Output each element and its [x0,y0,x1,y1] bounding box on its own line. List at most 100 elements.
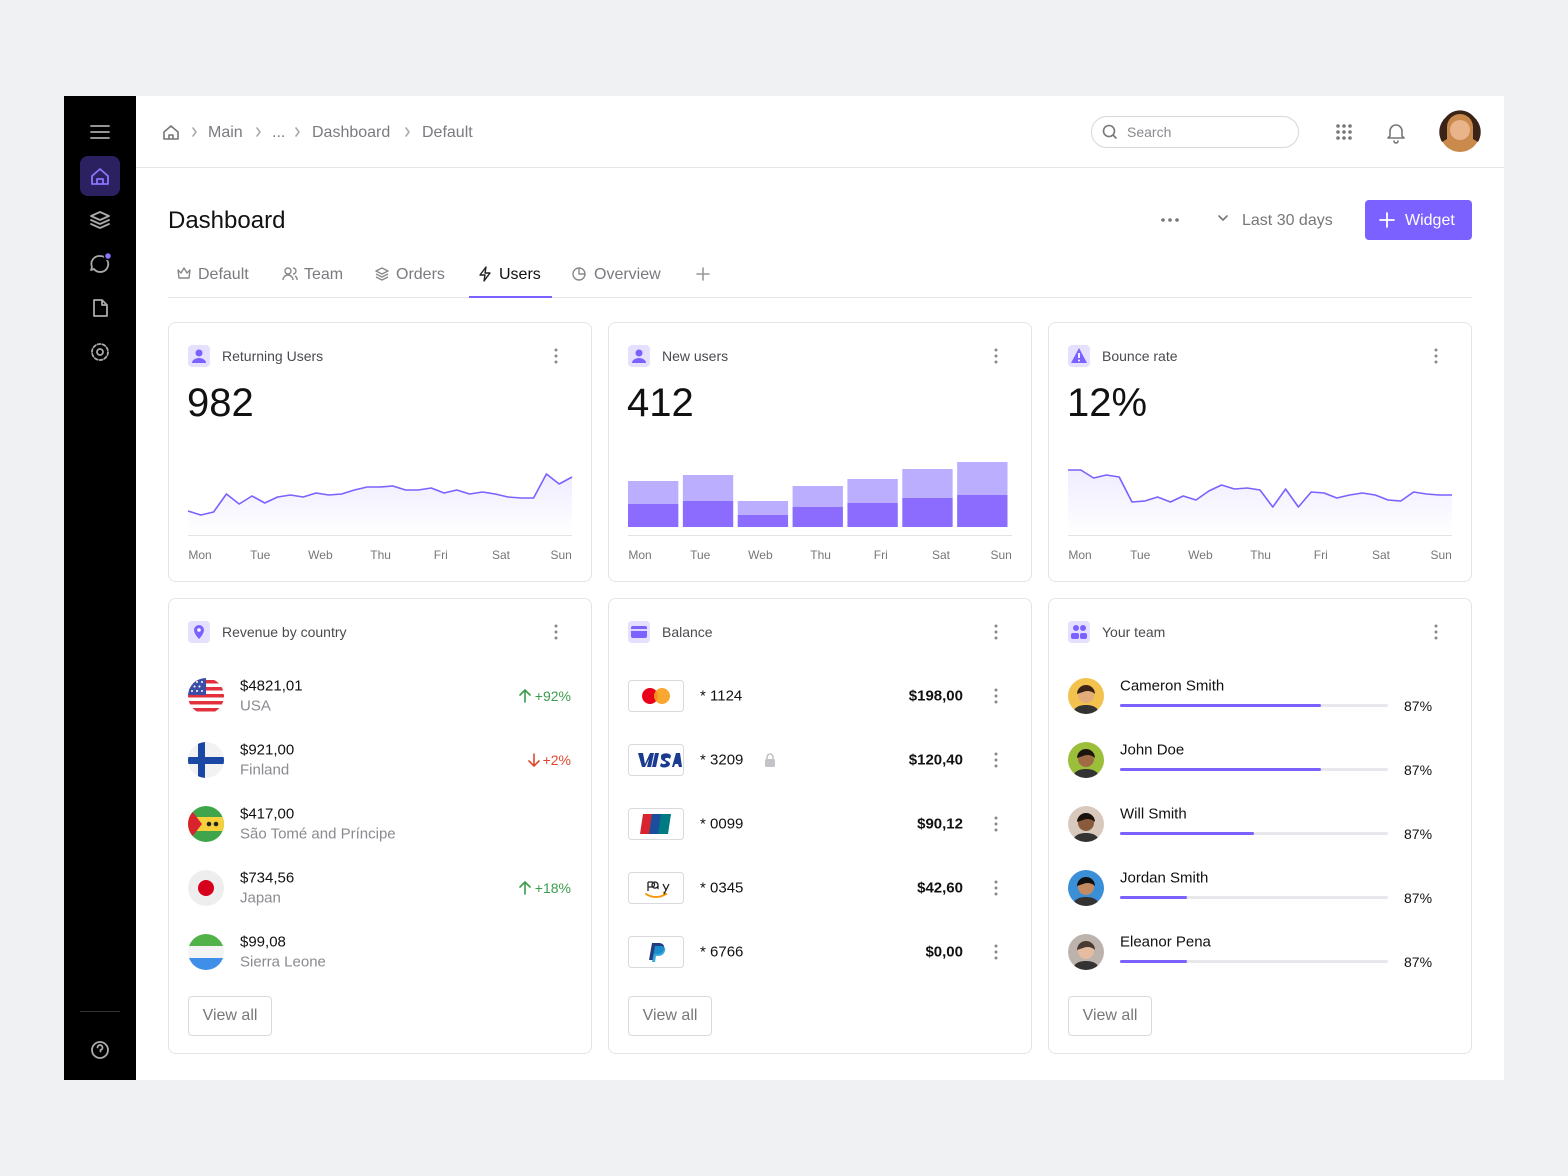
member-name: Cameron Smith [1120,677,1225,695]
search-box[interactable] [1091,116,1299,148]
tab-divider [168,297,1472,298]
card-title: New users [662,348,729,364]
tab-icon [375,267,389,281]
more-menu[interactable] [993,880,999,896]
file-nav-icon[interactable] [93,299,108,317]
date-chevron[interactable] [1218,215,1228,221]
bar-upper [957,462,1008,495]
breadcrumb-item[interactable]: Main [208,124,243,141]
card-title: Bounce rate [1102,348,1178,364]
bar-upper [902,469,953,498]
tab[interactable]: Users [499,266,541,283]
breadcrumb-item[interactable]: Default [422,124,473,141]
nav-active-bg[interactable] [80,156,120,196]
balance-amount: $90,12 [917,815,963,833]
menu-icon[interactable] [90,125,110,139]
stat-card [608,322,1032,582]
day-label: Fri [1313,548,1328,562]
bar-lower [847,503,898,527]
progress-bar [1120,960,1187,963]
settings-nav-icon[interactable] [96,348,104,356]
member-avatar [1068,870,1104,906]
balance-amount: $0,00 [925,943,963,961]
tab[interactable]: Overview [594,266,661,283]
more-menu[interactable] [1433,348,1439,364]
progress-bar [1120,896,1187,899]
day-label: Thu [1250,548,1271,562]
more-menu[interactable] [553,624,559,640]
more-menu[interactable] [993,752,999,768]
more-menu[interactable] [993,348,999,364]
revenue-amount: $734,56 [240,869,295,887]
tab[interactable]: Orders [396,266,445,283]
day-label: Sat [491,548,511,562]
more-menu[interactable] [553,348,559,364]
card-logo [628,680,684,712]
sidebar-divider [80,1011,120,1012]
breadcrumb-item[interactable]: ... [272,124,286,141]
tab[interactable]: Team [304,266,344,283]
view-all-button[interactable]: View all [628,996,712,1036]
country-name: Sierra Leone [240,953,326,971]
tab-icon [282,267,298,281]
add-widget-label: Widget [1405,212,1455,229]
line [1068,469,1452,508]
member-avatar [1068,806,1104,842]
home-nav-icon[interactable] [91,168,109,185]
more-menu[interactable] [993,816,999,832]
trend-arrow [527,753,540,767]
day-label: Tue [250,548,271,562]
country-flag [188,934,224,970]
member-name: Will Smith [1120,805,1187,823]
active-tab-underline [469,296,552,298]
country-flag [188,806,224,842]
date-range[interactable]: Last 30 days [1242,212,1333,229]
lock-icon [765,753,775,767]
day-label: Sat [931,548,951,562]
layers-nav-icon[interactable] [90,211,110,229]
day-label: Web [1188,548,1213,562]
more-menu[interactable] [1433,624,1439,640]
member-percent: 87% [1404,698,1433,714]
card-number: * 1124 [700,687,743,705]
card-logo [628,808,684,840]
progress-track [1120,832,1388,835]
more-icon[interactable] [1161,218,1179,222]
day-label: Mon [628,548,652,562]
mini-chart [1068,469,1452,536]
country-flag [188,870,224,906]
day-label: Fri [433,548,448,562]
member-avatar [1068,678,1104,714]
tab[interactable]: Default [198,266,249,283]
member-name: Jordan Smith [1120,869,1209,887]
breadcrumb-home[interactable] [163,125,179,140]
apps-icon[interactable] [1336,124,1352,140]
card-logo [628,872,684,904]
trend-arrow [519,689,531,703]
add-tab[interactable] [696,267,710,281]
breadcrumb-item[interactable]: Dashboard [312,124,391,141]
more-menu[interactable] [993,624,999,640]
member-avatar [1068,742,1104,778]
bar-lower [682,501,734,527]
stat-card [1048,322,1472,582]
line-area [188,474,572,535]
card-logo [628,744,684,776]
day-label: Web [308,548,333,562]
day-label: Web [748,548,773,562]
view-all-button[interactable]: View all [1068,996,1152,1036]
more-menu[interactable] [993,688,999,704]
notification-dot [103,251,113,261]
progress-bar [1120,704,1321,707]
more-menu[interactable] [993,944,999,960]
view-all-button[interactable]: View all [188,996,272,1036]
card-title: Your team [1102,624,1166,640]
card-number: * 0099 [700,815,744,833]
bell-icon[interactable] [1387,124,1405,144]
help-icon[interactable] [91,1041,109,1059]
member-name: Eleanor Pena [1120,933,1211,951]
team-card [1048,598,1472,1054]
revenue-change: +2% [542,752,571,768]
bar-lower [902,498,953,527]
card-icon [1068,345,1090,367]
